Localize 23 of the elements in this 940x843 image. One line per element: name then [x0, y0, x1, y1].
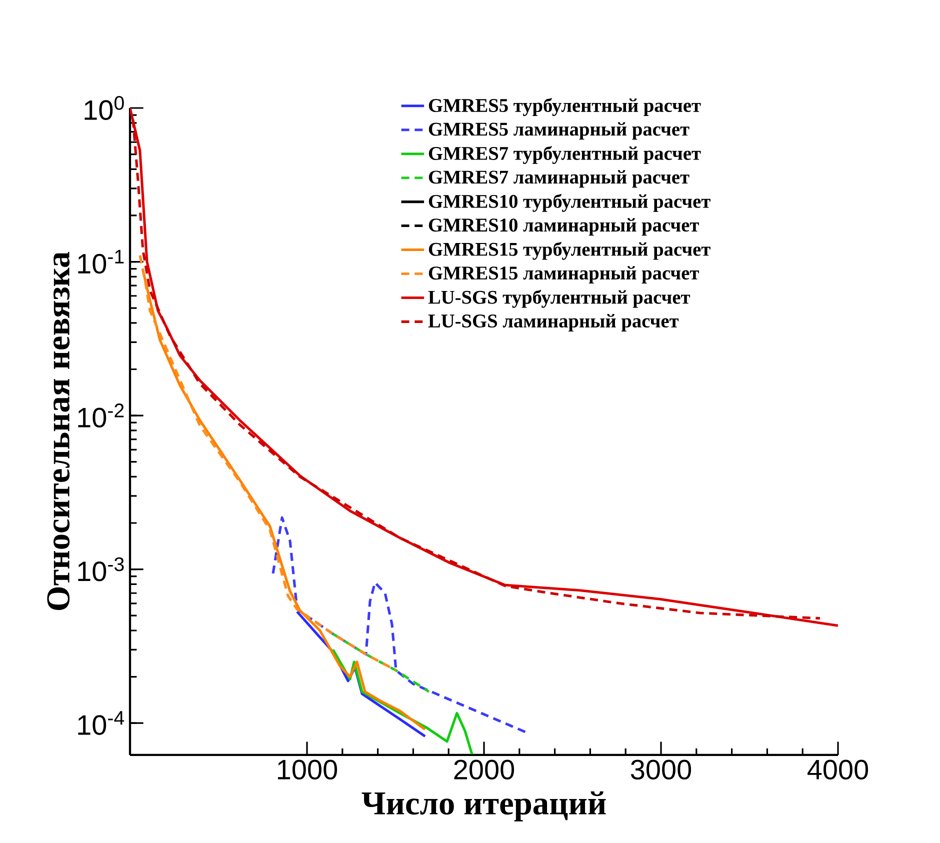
y-tick-label: 10$^{-3}$ [78, 557, 124, 582]
legend-label: GMRES15 ламинарный расчет [428, 266, 699, 284]
legend-label: GMRES10 ламинарный расчет [428, 218, 699, 236]
x-tick-label: 1000 [278, 760, 338, 780]
line-series [332, 632, 430, 693]
line-series [138, 254, 398, 672]
legend-label: GMRES10 турбулентный расчет [428, 194, 710, 212]
legend-label: GMRES5 турбулентный расчет [428, 98, 701, 116]
x-tick-label: 4000 [808, 760, 868, 780]
legend-label: GMRES5 ламинарный расчет [428, 122, 690, 140]
legend-label: GMRES15 турбулентный расчет [428, 242, 710, 260]
x-axis-title: Число итераций [362, 791, 606, 822]
y-tick-label: 10$^{-2}$ [78, 404, 124, 428]
x-tick-label: 2000 [454, 760, 514, 780]
x-tick-label: 3000 [630, 760, 692, 780]
legend-label: GMRES7 турбулентный расчет [428, 146, 701, 164]
y-axis-title: Относительная невязка [47, 252, 70, 610]
legend-label: LU-SGS турбулентный расчет [428, 290, 690, 308]
y-tick-label: 10$^{0}$ [84, 96, 124, 120]
legend-label: LU-SGS ламинарный расчет [428, 314, 679, 332]
legend-label: GMRES7 ламинарный расчет [428, 170, 690, 188]
y-tick-label: 10$^{-1}$ [78, 250, 124, 274]
y-tick-label: 10$^{-4}$ [78, 711, 124, 735]
